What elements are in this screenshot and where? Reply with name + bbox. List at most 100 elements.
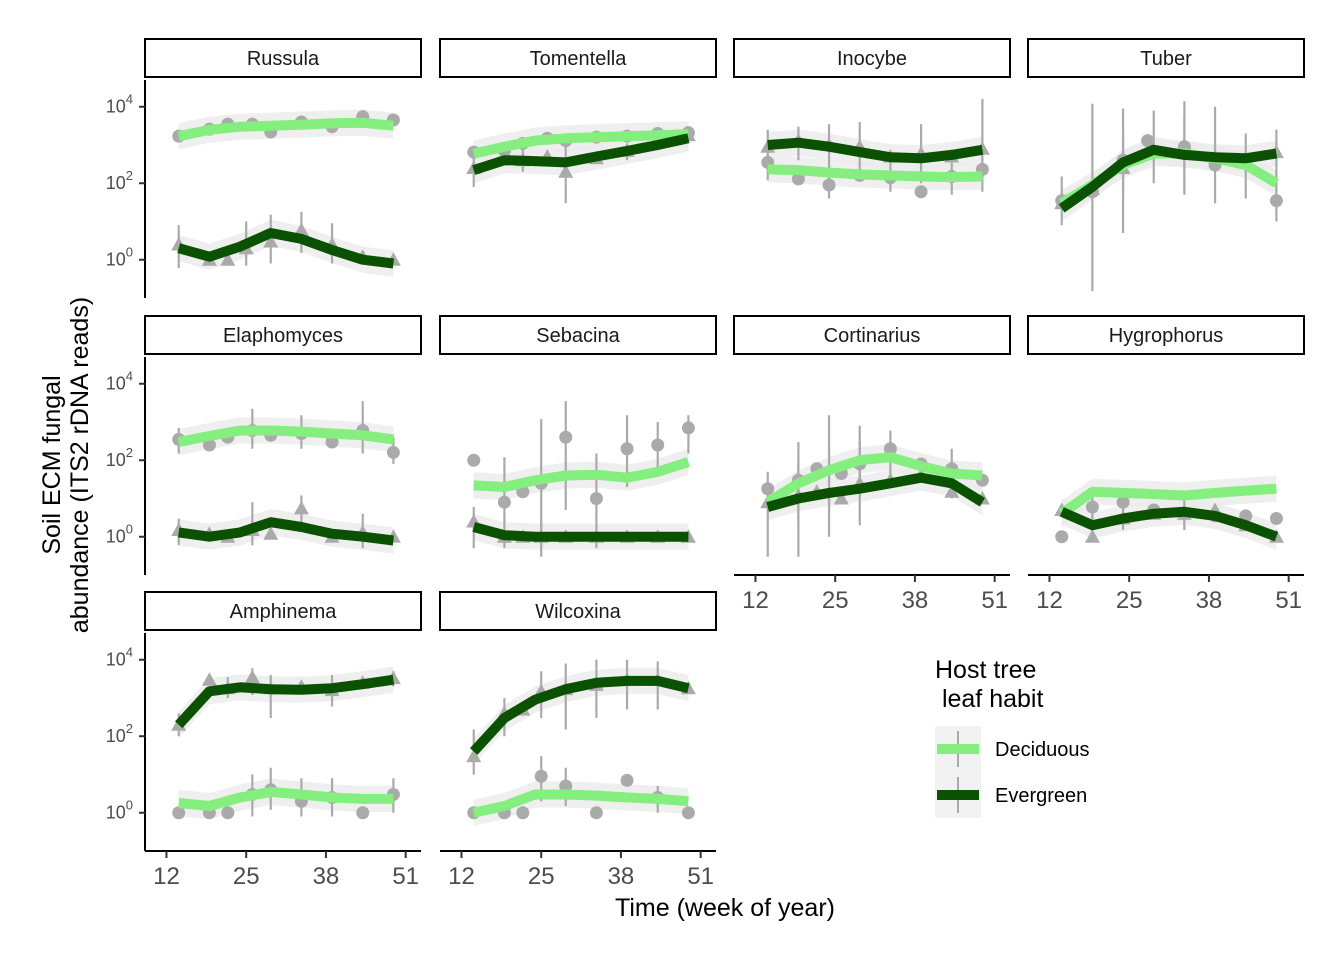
data-point-circle <box>467 453 481 467</box>
facet-strip <box>439 38 717 78</box>
x-tick-label: 51 <box>1275 587 1302 614</box>
facet-panel-tomentella: Tomentella <box>439 38 717 204</box>
y-tick-exponent: 2 <box>126 168 133 183</box>
series-line-evergreen <box>178 517 395 546</box>
data-point-circle <box>534 769 548 783</box>
y-tick-label: 104 <box>106 92 133 117</box>
y-tick-base: 10 <box>106 97 126 117</box>
series-line-evergreen <box>175 674 395 729</box>
data-point-circle <box>1269 511 1283 525</box>
data-point-triangle <box>833 490 849 505</box>
data-point-circle <box>761 482 775 496</box>
series-line-deciduous <box>177 117 394 142</box>
data-point-circle <box>822 178 836 192</box>
data-point-circle <box>516 806 530 820</box>
x-tick-label: 51 <box>392 863 419 890</box>
series-line-deciduous <box>473 457 690 492</box>
x-tick-label: 12 <box>448 863 475 890</box>
legend-entry-deciduous: Deciduous <box>935 726 1090 772</box>
series-line-evergreen <box>177 228 395 269</box>
series-line-deciduous <box>472 129 689 159</box>
data-point-triangle <box>263 526 279 540</box>
facet-strip-label: Elaphomyces <box>223 325 343 347</box>
facet-strip <box>439 591 717 631</box>
data-point-circle <box>202 438 216 452</box>
x-tick-label: 12 <box>742 587 769 614</box>
x-tick-label: 51 <box>687 863 714 890</box>
facet-panel-hygrophorus: Hygrophorus 12 25 38 51 <box>1027 315 1305 614</box>
y-tick-base: 10 <box>106 726 126 746</box>
y-tick-base: 10 <box>106 250 126 270</box>
series-line-deciduous <box>178 786 394 811</box>
facet-strip-label: Tuber <box>1140 48 1192 70</box>
x-tick-label: 25 <box>528 863 555 890</box>
y-tick-exponent: 0 <box>126 522 133 537</box>
data-point-triangle <box>944 484 960 498</box>
y-tick-exponent: 0 <box>126 245 133 260</box>
y-tick-label: 104 <box>106 645 133 670</box>
series-line-deciduous <box>765 452 983 507</box>
facet-strip-label: Hygrophorus <box>1109 325 1224 347</box>
data-point-circle <box>883 442 897 456</box>
legend-entry-evergreen: Evergreen <box>935 772 1087 818</box>
facet-strip <box>733 315 1011 355</box>
data-point-triangle <box>558 164 574 178</box>
series-line-evergreen <box>767 137 984 164</box>
y-tick-base: 10 <box>106 803 126 823</box>
series-line-deciduous <box>767 164 983 183</box>
x-axis-title: Time (week of year) <box>615 894 835 922</box>
series-line-evergreen <box>766 472 986 512</box>
data-point-triangle <box>263 233 279 248</box>
y-tick-exponent: 2 <box>126 445 133 460</box>
legend-label: Evergreen <box>995 785 1087 807</box>
series-line-evergreen <box>472 133 690 175</box>
facet-strip <box>1027 315 1305 355</box>
data-point-triangle <box>293 222 309 236</box>
facet-strip-label: Russula <box>247 48 320 70</box>
data-point-triangle <box>220 252 236 266</box>
y-tick-label: 100 <box>106 798 133 823</box>
data-point-triangle <box>1176 137 1192 151</box>
data-point-circle <box>356 806 370 820</box>
data-point-circle <box>681 806 695 820</box>
confidence-ribbon-evergreen <box>178 219 394 277</box>
y-tick-exponent: 4 <box>126 369 133 384</box>
facet-panel-wilcoxina: Wilcoxina 12 25 38 51 <box>439 591 717 890</box>
data-point-circle <box>559 430 573 444</box>
y-axis-title: Soil ECM fungal abundance (ITS2 rDNA rea… <box>38 297 94 633</box>
x-tick-label: 25 <box>233 863 260 890</box>
data-point-circle <box>651 438 665 452</box>
confidence-ribbon-evergreen <box>1061 498 1277 550</box>
data-point-triangle <box>293 500 309 515</box>
y-tick-exponent: 0 <box>126 798 133 813</box>
data-point-circle <box>386 445 400 459</box>
data-point-triangle <box>244 669 260 684</box>
y-tick-base: 10 <box>106 650 126 670</box>
data-point-circle <box>1085 500 1099 514</box>
x-tick-label: 38 <box>608 863 635 890</box>
data-point-triangle <box>1084 529 1100 543</box>
x-tick-label: 25 <box>822 587 849 614</box>
series-line-deciduous <box>177 425 395 447</box>
data-point-circle <box>221 806 235 820</box>
x-tick-label: 12 <box>153 863 180 890</box>
x-tick-label: 25 <box>1116 587 1143 614</box>
data-point-circle <box>620 442 634 456</box>
y-tick-exponent: 4 <box>126 645 133 660</box>
facet-strip-label: Sebacina <box>536 325 620 347</box>
y-axis-title-line-1: Soil ECM fungal <box>38 375 66 554</box>
confidence-ribbon-evergreen <box>473 667 689 765</box>
y-tick-base: 10 <box>106 527 126 547</box>
x-tick-label: 38 <box>902 587 929 614</box>
y-tick-label: 104 <box>106 369 133 394</box>
y-tick-label: 102 <box>106 168 133 193</box>
x-tick-label: 12 <box>1036 587 1063 614</box>
y-tick-label: 100 <box>106 245 133 270</box>
y-tick-exponent: 4 <box>126 92 133 107</box>
data-point-circle <box>681 421 695 435</box>
facet-panel-tuber: Tuber <box>1027 38 1305 292</box>
facet-strip-label: Wilcoxina <box>535 601 621 623</box>
data-point-circle <box>589 806 603 820</box>
